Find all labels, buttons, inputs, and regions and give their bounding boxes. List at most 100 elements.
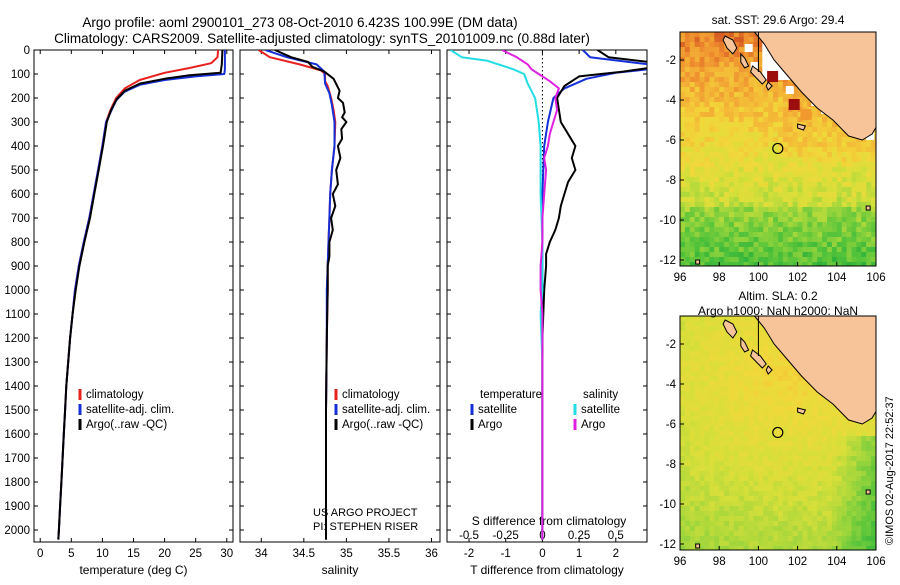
map-cell — [812, 536, 818, 542]
map-cell — [748, 451, 755, 457]
map-cell — [704, 516, 710, 522]
map-cell — [812, 521, 818, 527]
map-cell — [689, 416, 696, 422]
map-cell — [861, 461, 867, 467]
map-cell — [714, 411, 720, 417]
map-cell — [684, 506, 691, 512]
map-cell — [738, 137, 745, 143]
map-cell — [729, 351, 735, 357]
map-cell — [861, 441, 867, 447]
map-cell — [689, 97, 696, 103]
map-cell — [724, 197, 730, 203]
map-cell — [733, 157, 740, 163]
map-cell — [856, 252, 862, 258]
map-cell — [871, 262, 876, 266]
map-cell — [699, 87, 706, 93]
map-cell — [738, 212, 745, 218]
map-cell — [704, 157, 710, 163]
map-cell — [822, 142, 828, 148]
map-cell — [719, 541, 725, 547]
map-cell — [831, 217, 838, 223]
map-cell — [782, 426, 789, 432]
map-cell — [729, 257, 735, 263]
map-cell — [797, 197, 804, 203]
map-cell — [714, 351, 720, 357]
map-cell — [802, 501, 808, 507]
map-cell — [680, 127, 686, 133]
map-cell — [719, 227, 725, 233]
map-cell — [763, 536, 769, 542]
map-cell — [778, 411, 784, 417]
map-cell — [738, 177, 745, 183]
map-cell — [817, 491, 823, 497]
map-cell — [704, 441, 710, 447]
map-cell — [689, 187, 696, 193]
map-cell — [866, 152, 872, 158]
map-cell — [719, 496, 725, 502]
map-cell — [856, 431, 862, 437]
map-cell — [827, 212, 833, 218]
map-cell — [714, 232, 720, 238]
map-cell — [851, 471, 857, 477]
map-cell — [729, 172, 735, 178]
map-cell — [680, 242, 686, 248]
map-cell — [778, 227, 784, 233]
map-cell — [841, 416, 848, 422]
s-diff-tick-label: -0.5 — [459, 530, 479, 542]
map-cell — [831, 426, 838, 432]
map-cell — [748, 92, 755, 98]
map-cell — [738, 187, 745, 193]
map-cell — [827, 237, 833, 243]
map-cell — [748, 331, 755, 337]
map-cell — [861, 147, 867, 153]
map-cell — [871, 167, 876, 173]
depth-tick-label: 800 — [11, 237, 30, 249]
map-cell — [861, 426, 867, 432]
map-cell — [719, 411, 725, 417]
map-cell — [782, 446, 789, 452]
map-cell — [851, 521, 857, 527]
map-cell — [738, 396, 745, 402]
map-cell — [743, 202, 750, 208]
map-cell — [807, 421, 813, 427]
map-cell — [724, 526, 730, 532]
map-cell — [871, 456, 876, 462]
map-cell — [787, 376, 794, 382]
map-cell — [689, 117, 696, 123]
map-cell — [856, 481, 862, 487]
map-cell — [709, 142, 715, 148]
map-cell — [866, 177, 872, 183]
map-cell — [699, 411, 706, 417]
map-cell — [807, 192, 813, 198]
map-cell — [782, 202, 789, 208]
map-cell — [787, 381, 794, 387]
map-cell — [753, 391, 759, 397]
map-cell — [704, 471, 710, 477]
map-cell — [704, 381, 710, 387]
map-cell — [699, 47, 706, 53]
map-cell — [866, 446, 872, 452]
map-cell — [699, 52, 706, 58]
map-cell — [689, 386, 696, 392]
map-cell — [689, 511, 696, 517]
map-cell — [729, 391, 735, 397]
map-cell — [699, 441, 706, 447]
map-cell — [773, 152, 779, 158]
map-cell — [753, 361, 759, 367]
map-cell — [836, 192, 843, 198]
map-cell — [841, 227, 848, 233]
map-cell — [689, 52, 696, 58]
map-cell — [719, 436, 725, 442]
map-cell — [822, 541, 828, 547]
map-cell — [748, 456, 755, 462]
map-cell — [724, 351, 730, 357]
map-cell — [714, 177, 720, 183]
map-cell — [729, 202, 735, 208]
map-cell — [689, 242, 696, 248]
map-cell — [773, 426, 779, 432]
map-cell — [724, 331, 730, 337]
map-cell — [758, 167, 764, 173]
map-cell — [748, 446, 755, 452]
map-cell — [768, 97, 774, 103]
map-cell — [846, 546, 853, 550]
